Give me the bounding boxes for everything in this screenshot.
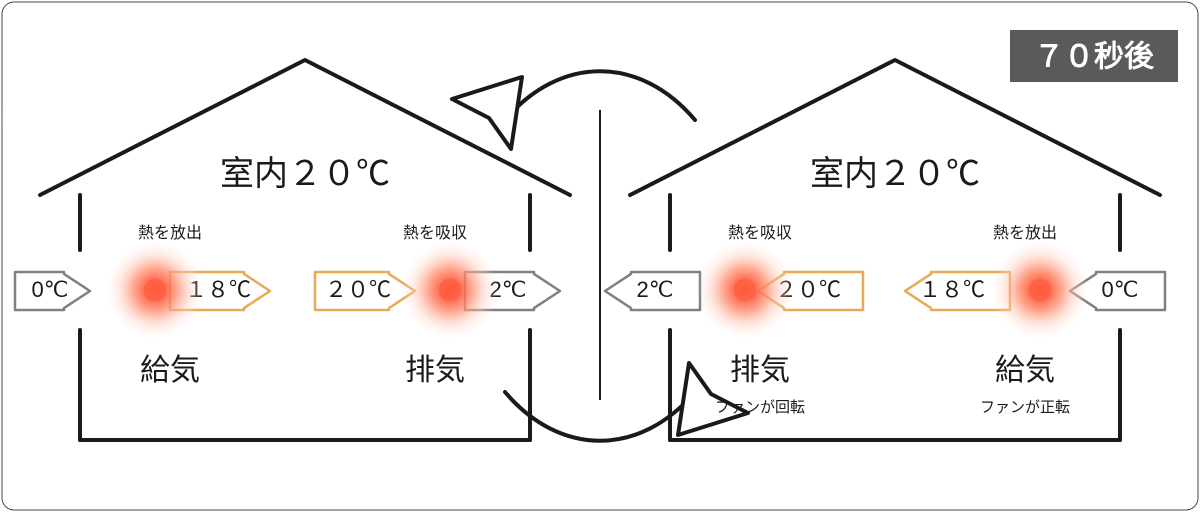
unit-1: 0℃ １８℃ 熱を放出給気ファンが正転 xyxy=(905,224,1165,416)
heat-element xyxy=(107,242,203,338)
cycle-arrow-top xyxy=(452,71,695,149)
arrow-right-gray: 0℃ xyxy=(15,272,90,310)
arrow-temp-label: ２０℃ xyxy=(325,277,391,302)
heat-element xyxy=(402,242,498,338)
diagram-root: 室内２０℃0℃１８℃熱を放出給気２０℃2℃熱を吸収排気室内２０℃２０℃2℃熱を吸… xyxy=(0,0,1200,512)
flow-type-label: 給気 xyxy=(995,354,1055,387)
unit-1: ２０℃2℃熱を吸収排気 xyxy=(315,224,560,387)
flow-type-label: 排気 xyxy=(730,354,790,387)
indoor-temp-label: 室内２０℃ xyxy=(810,155,980,193)
cycle-arrow-bottom xyxy=(505,363,748,441)
flow-type-label: 排気 xyxy=(405,354,465,387)
heat-action-label: 熱を放出 xyxy=(138,224,202,242)
fan-note-label: ファンが正転 xyxy=(980,399,1070,416)
heat-action-label: 熱を吸収 xyxy=(403,224,467,242)
time-badge: ７０秒後 xyxy=(1010,30,1178,82)
time-badge-label: ７０秒後 xyxy=(1034,41,1155,74)
heat-element xyxy=(697,242,793,338)
indoor-temp-label: 室内２０℃ xyxy=(220,155,390,193)
diagram-svg: 室内２０℃0℃１８℃熱を放出給気２０℃2℃熱を吸収排気室内２０℃２０℃2℃熱を吸… xyxy=(0,0,1200,512)
unit-0: ２０℃2℃熱を吸収排気ファンが回転 xyxy=(605,224,863,416)
heat-action-label: 熱を放出 xyxy=(993,224,1057,242)
arrow-temp-label: 0℃ xyxy=(1102,277,1139,302)
arrow-right-orange: ２０℃ xyxy=(315,272,415,310)
heat-action-label: 熱を吸収 xyxy=(728,224,792,242)
flow-type-label: 給気 xyxy=(140,354,200,387)
unit-0: 0℃１８℃熱を放出給気 xyxy=(15,224,270,387)
arrow-temp-label: 0℃ xyxy=(32,277,69,302)
arrow-temp-label: 2℃ xyxy=(637,277,674,302)
arrow-temp-label: １８℃ xyxy=(919,277,985,302)
heat-element xyxy=(992,242,1088,338)
fan-note-label: ファンが回転 xyxy=(715,399,805,416)
arrow-left-gray: 2℃ xyxy=(605,272,700,310)
